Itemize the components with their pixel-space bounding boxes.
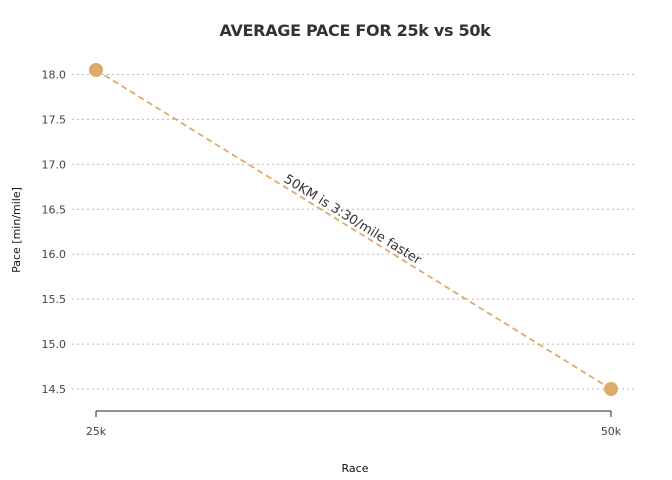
x-tick-label: 25k bbox=[86, 425, 107, 438]
gridlines bbox=[72, 74, 634, 390]
x-axis-label: Race bbox=[342, 462, 369, 475]
y-tick-label: 14.5 bbox=[42, 383, 67, 396]
y-tick-label: 17.0 bbox=[42, 158, 67, 171]
axes: 14.5 15.0 15.5 16.0 16.5 17.0 17.5 18.0 25k 50k bbox=[42, 69, 622, 439]
y-axis-label: Pace [min/mile] bbox=[10, 187, 23, 273]
y-tick-label: 16.5 bbox=[42, 203, 67, 216]
y-tick-label: 18.0 bbox=[42, 69, 67, 82]
x-tick-label: 50k bbox=[601, 425, 622, 438]
pace-point bbox=[604, 382, 618, 396]
y-tick-label: 15.5 bbox=[42, 293, 67, 306]
chart-title: AVERAGE PACE FOR 25k vs 50k bbox=[219, 21, 491, 40]
y-tick-label: 15.0 bbox=[42, 338, 67, 351]
pace-point bbox=[89, 63, 103, 78]
y-tick-label: 16.0 bbox=[42, 248, 67, 261]
y-tick-label: 17.5 bbox=[42, 113, 67, 126]
pace-line bbox=[95, 69, 612, 390]
series-pace bbox=[89, 63, 618, 396]
